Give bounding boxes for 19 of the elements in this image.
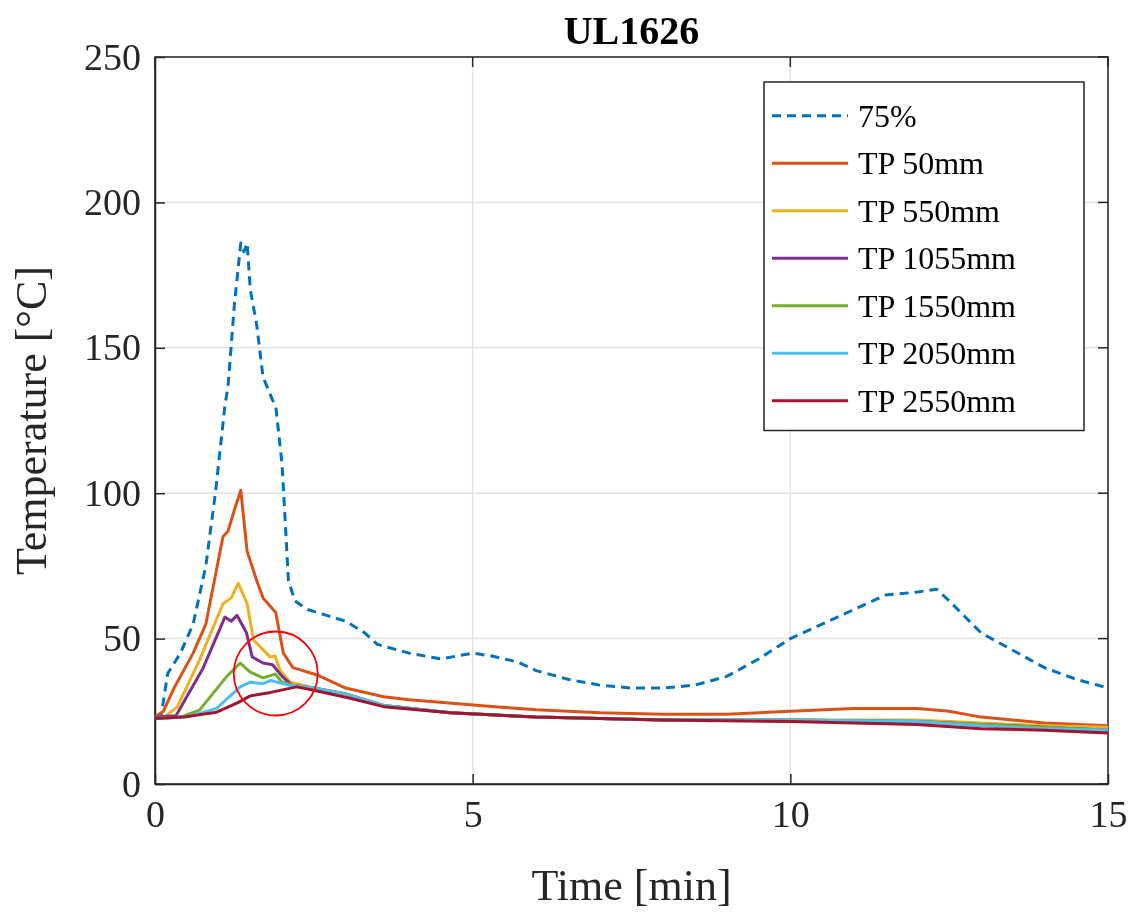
y-axis-title: Temperature [°C] — [7, 266, 56, 575]
y-tick-label: 50 — [103, 617, 141, 660]
y-tick-label: 200 — [84, 181, 141, 224]
y-tick-label: 150 — [84, 326, 141, 369]
y-tick-label: 0 — [122, 762, 141, 805]
legend-label: TP 50mm — [858, 145, 985, 182]
chart-title: UL1626 — [563, 8, 700, 53]
x-axis-title: Time [min] — [531, 861, 732, 910]
legend-label: TP 1055mm — [858, 240, 1017, 277]
legend-label: TP 1550mm — [858, 287, 1017, 324]
y-tick-label: 100 — [84, 471, 141, 514]
legend-label: TP 2050mm — [858, 335, 1017, 372]
x-tick-label: 15 — [1089, 792, 1128, 835]
x-tick-label: 10 — [771, 792, 810, 835]
legend-label: TP 2550mm — [858, 382, 1017, 419]
legend-label: 75% — [858, 97, 917, 134]
legend-label: TP 550mm — [858, 192, 1001, 229]
x-tick-label: 5 — [463, 792, 483, 835]
y-tick-label: 250 — [84, 35, 141, 78]
